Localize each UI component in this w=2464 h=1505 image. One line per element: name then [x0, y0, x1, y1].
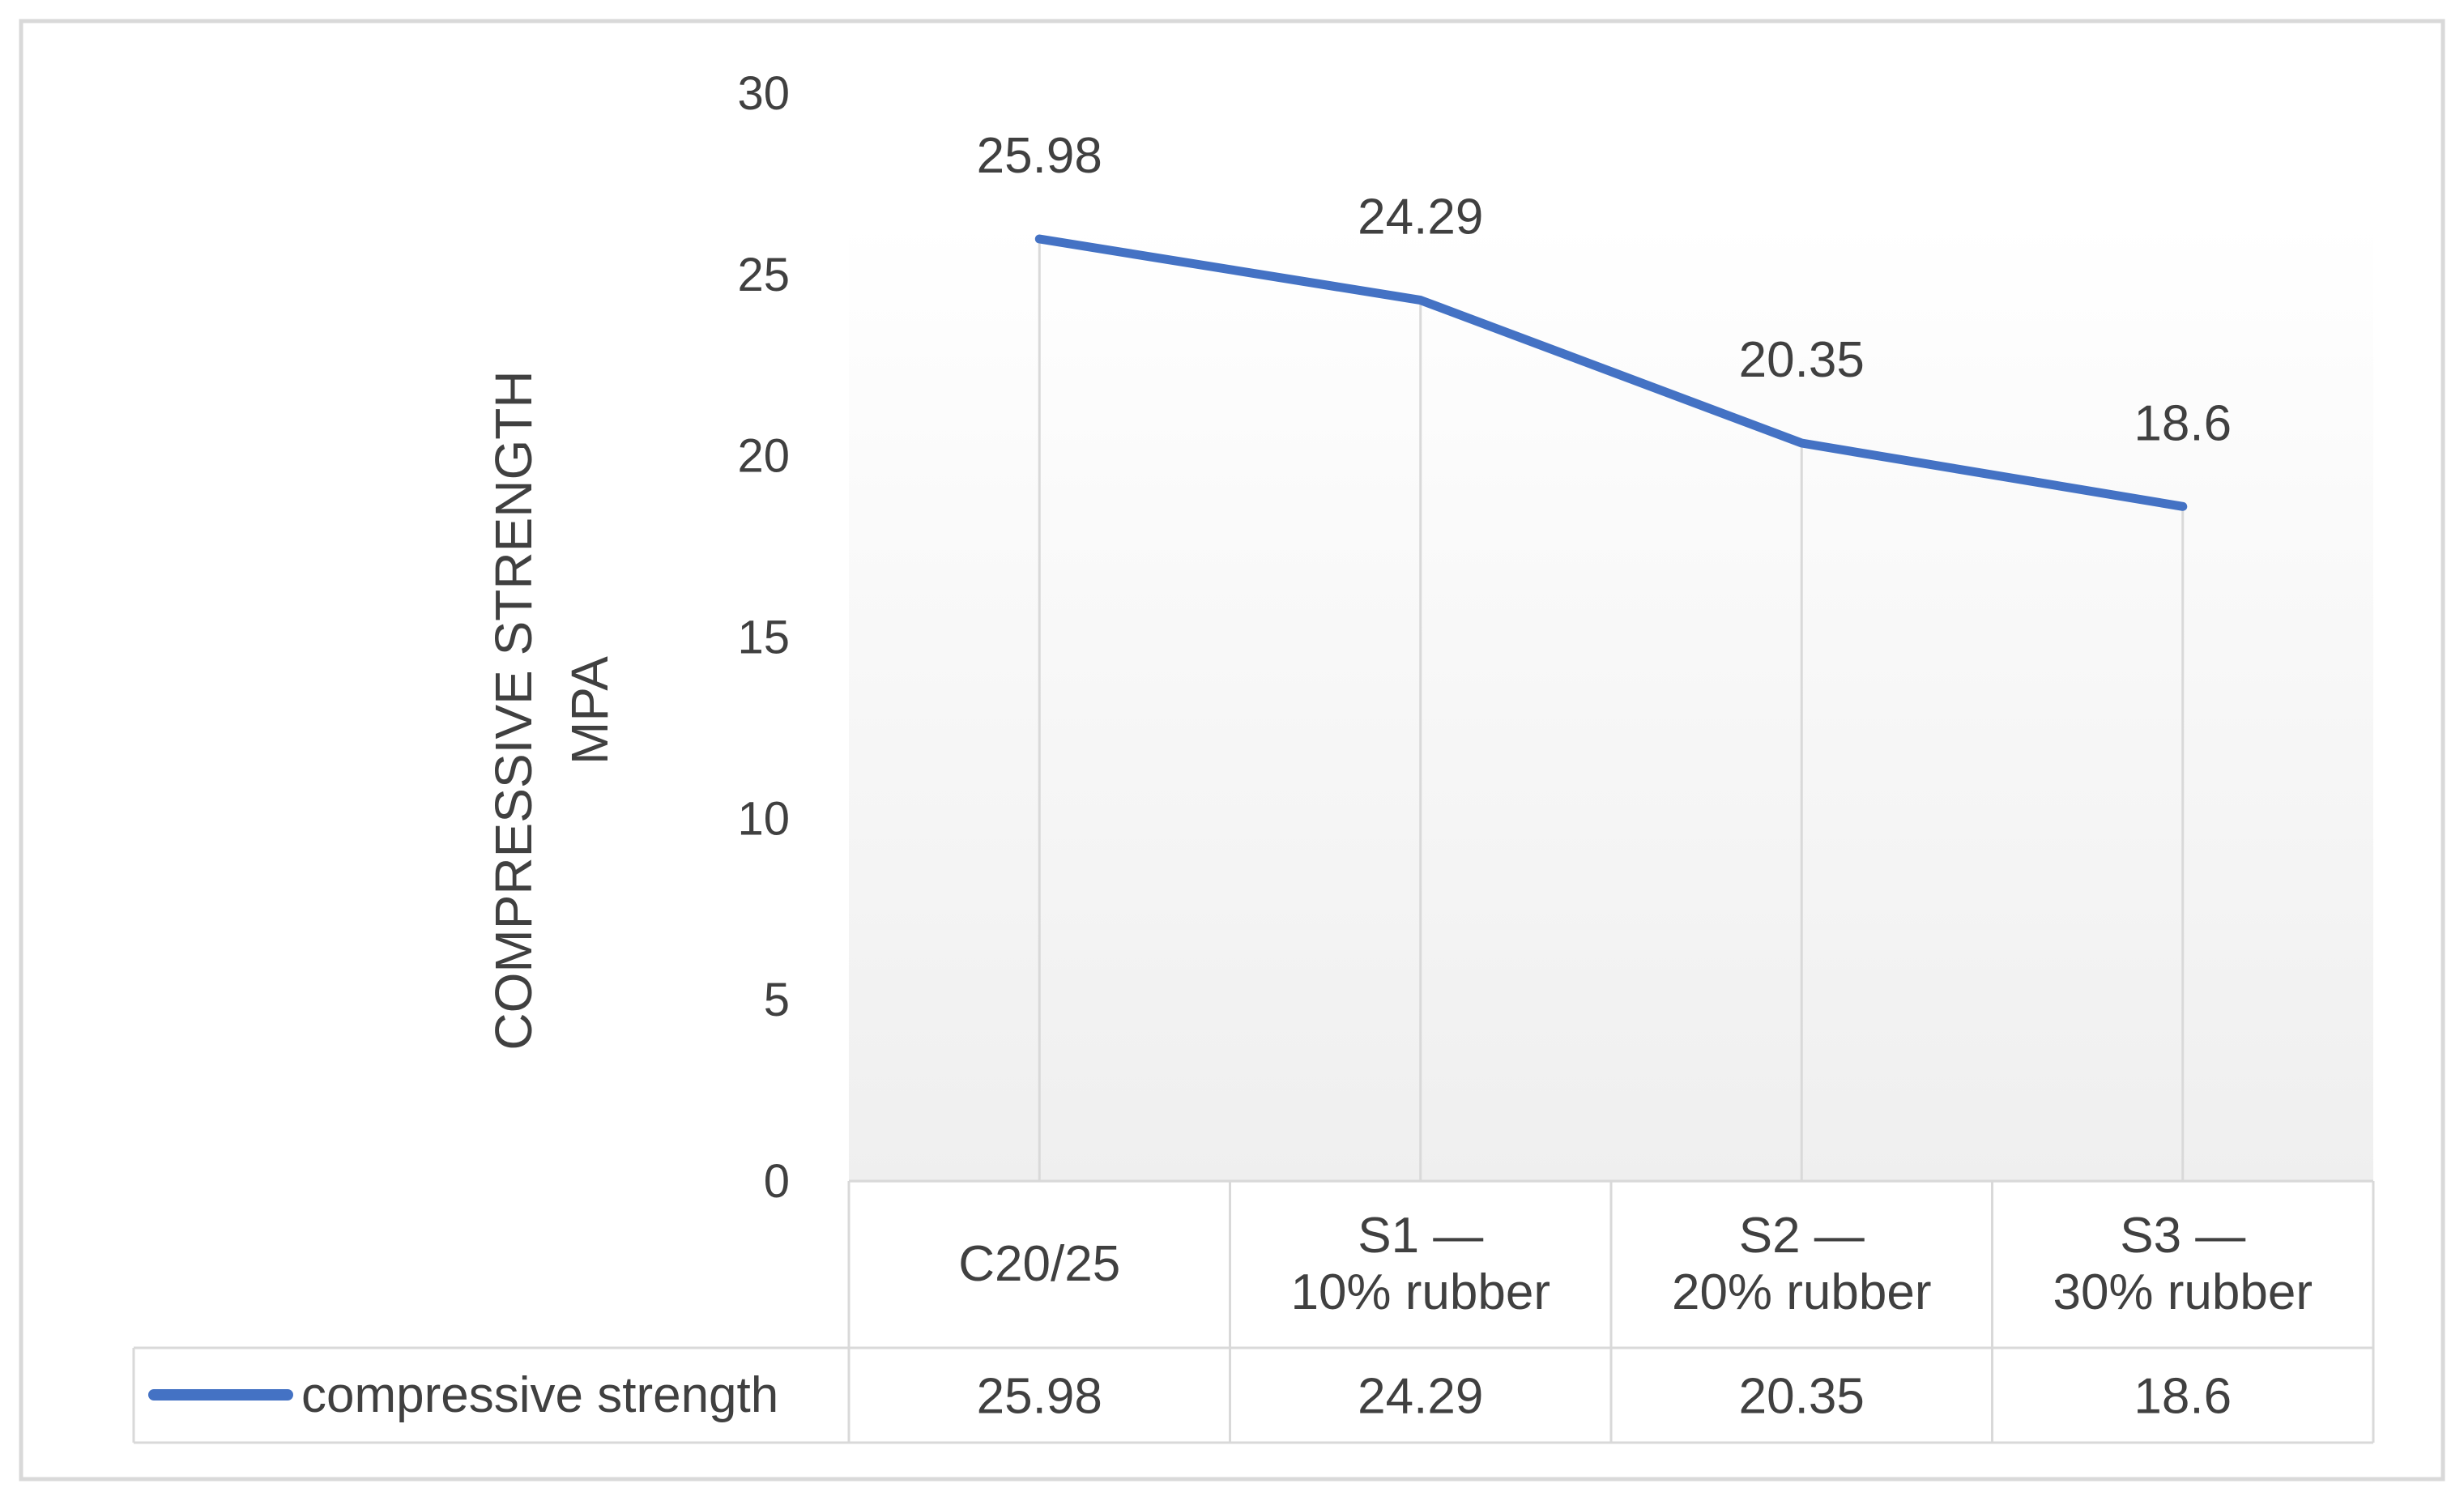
y-tick-label: 5 [764, 974, 790, 1026]
series-line-compressive-strength [1034, 234, 2188, 511]
gridlines [1038, 238, 2185, 1181]
category-label: 10% rubber [1290, 1264, 1550, 1320]
y-axis-label-line-1: COMPRESSIVE STRENGTH [484, 370, 543, 1050]
y-tick-label: 0 [764, 1155, 790, 1208]
category-label: S2 — [1739, 1208, 1865, 1264]
category-label: 20% rubber [1672, 1264, 1932, 1320]
y-tick-label: 10 [737, 792, 790, 845]
data-table-cell: 18.6 [2134, 1369, 2232, 1425]
data-table-cell: 25.98 [977, 1369, 1102, 1425]
y-axis-label-line-2: MPA [561, 656, 619, 765]
y-tick-label: 30 [737, 67, 790, 120]
y-tick-label: 20 [737, 430, 790, 483]
data-point [2179, 503, 2186, 510]
data-label: 24.29 [1358, 190, 1483, 245]
data-labels: 25.98 24.29 20.35 18.6 [977, 128, 2232, 451]
plot-area-background [849, 219, 2373, 1183]
data-point [1036, 235, 1043, 242]
data-table-cell: 20.35 [1739, 1369, 1865, 1425]
data-label: 18.6 [2134, 395, 2232, 451]
data-point [1798, 439, 1805, 446]
data-table-cell: 24.29 [1358, 1369, 1483, 1425]
data-label: 25.98 [977, 128, 1102, 184]
category-labels: C20/25 S1 —10% rubber S2 —20% rubber S3 —30… [958, 1208, 2313, 1320]
legend-series-name: compressive strength [301, 1367, 778, 1423]
y-axis-ticks: 0 5 10 15 20 25 30 [737, 67, 790, 1208]
data-label: 20.35 [1739, 332, 1865, 388]
series-layer [1034, 234, 2188, 511]
category-label: C20/25 [958, 1236, 1120, 1292]
data-table [132, 1179, 2375, 1444]
category-label: S1 — [1358, 1208, 1483, 1264]
category-label: S3 — [2120, 1208, 2245, 1264]
y-tick-label: 25 [737, 249, 790, 301]
data-point [1417, 296, 1424, 304]
data-table-values: 25.98 24.29 20.35 18.6 [977, 1369, 2232, 1425]
y-tick-label: 15 [737, 612, 790, 664]
category-label: 30% rubber [2053, 1264, 2313, 1320]
